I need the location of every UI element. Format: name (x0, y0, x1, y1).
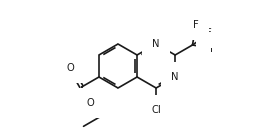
Text: O: O (67, 63, 75, 73)
Text: Cl: Cl (151, 105, 161, 115)
Text: N: N (152, 39, 160, 49)
Text: O: O (87, 98, 94, 108)
Text: F: F (210, 44, 215, 54)
Text: N: N (171, 72, 179, 82)
Text: F: F (193, 20, 199, 30)
Text: F: F (206, 28, 212, 38)
